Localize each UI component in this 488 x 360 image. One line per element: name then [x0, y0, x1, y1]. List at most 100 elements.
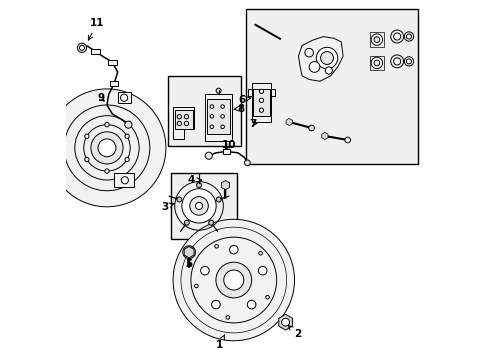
Text: 9: 9 — [97, 93, 104, 103]
Text: 6: 6 — [238, 95, 250, 105]
Circle shape — [304, 48, 313, 57]
Bar — [91, 49, 100, 54]
Circle shape — [229, 246, 238, 254]
Circle shape — [216, 262, 251, 298]
Circle shape — [91, 132, 123, 164]
Circle shape — [200, 266, 209, 275]
Circle shape — [406, 34, 410, 39]
Circle shape — [211, 300, 220, 309]
Text: 8: 8 — [234, 104, 244, 113]
Circle shape — [265, 296, 269, 299]
Circle shape — [177, 197, 182, 202]
Circle shape — [281, 318, 289, 326]
Circle shape — [80, 45, 84, 50]
Circle shape — [259, 98, 263, 103]
Circle shape — [221, 125, 224, 129]
Circle shape — [344, 137, 350, 143]
Circle shape — [225, 316, 229, 319]
Bar — [114, 173, 134, 188]
Text: 3: 3 — [161, 202, 174, 212]
Circle shape — [124, 157, 129, 162]
Bar — [253, 89, 269, 116]
Circle shape — [224, 270, 244, 290]
Bar — [118, 92, 130, 103]
Text: 1: 1 — [215, 335, 224, 350]
Bar — [205, 94, 231, 141]
Bar — [167, 76, 241, 146]
Circle shape — [84, 157, 89, 162]
Circle shape — [194, 284, 198, 288]
Circle shape — [77, 43, 86, 53]
Bar — [108, 60, 116, 64]
Circle shape — [189, 197, 208, 215]
Bar — [369, 32, 383, 47]
Circle shape — [316, 47, 337, 69]
Circle shape — [104, 122, 109, 127]
Text: 11: 11 — [88, 18, 104, 40]
Circle shape — [370, 34, 382, 45]
Circle shape — [104, 169, 109, 173]
Bar — [175, 110, 192, 129]
Circle shape — [244, 160, 250, 166]
Circle shape — [390, 30, 403, 43]
Circle shape — [393, 33, 400, 40]
Circle shape — [221, 114, 224, 118]
Polygon shape — [48, 89, 165, 207]
Circle shape — [258, 266, 266, 275]
Text: 4: 4 — [187, 175, 201, 185]
Circle shape — [177, 121, 181, 126]
Circle shape — [221, 105, 224, 108]
Circle shape — [259, 108, 263, 112]
Circle shape — [406, 59, 410, 64]
Circle shape — [210, 125, 213, 129]
Bar — [110, 81, 118, 86]
Circle shape — [124, 121, 132, 128]
Circle shape — [373, 60, 379, 66]
Circle shape — [124, 134, 129, 138]
Circle shape — [320, 51, 333, 64]
Circle shape — [259, 89, 263, 94]
Circle shape — [208, 220, 213, 225]
Circle shape — [210, 114, 213, 118]
Text: 5: 5 — [185, 259, 192, 269]
Circle shape — [121, 177, 128, 184]
Circle shape — [174, 181, 223, 230]
Bar — [223, 149, 230, 154]
Circle shape — [184, 121, 188, 126]
Circle shape — [205, 152, 212, 159]
Circle shape — [373, 37, 379, 42]
Circle shape — [182, 189, 216, 223]
Circle shape — [404, 32, 413, 41]
Bar — [251, 83, 271, 122]
Text: 7: 7 — [248, 118, 257, 129]
Circle shape — [216, 197, 221, 202]
Bar — [206, 99, 230, 134]
Text: 2: 2 — [288, 325, 301, 339]
Circle shape — [84, 134, 89, 138]
Polygon shape — [173, 107, 194, 139]
Bar — [271, 89, 274, 96]
Circle shape — [308, 125, 314, 131]
Bar — [369, 56, 383, 70]
Circle shape — [210, 105, 213, 108]
Circle shape — [370, 57, 382, 69]
Circle shape — [247, 300, 255, 309]
Circle shape — [196, 183, 201, 188]
Circle shape — [177, 114, 181, 119]
Circle shape — [258, 252, 262, 255]
Bar — [247, 89, 251, 96]
Circle shape — [390, 55, 403, 68]
Circle shape — [184, 114, 188, 119]
Polygon shape — [298, 37, 343, 81]
Bar — [171, 173, 237, 239]
Circle shape — [325, 67, 332, 74]
Circle shape — [404, 57, 413, 66]
Text: 10: 10 — [222, 140, 236, 150]
Circle shape — [214, 244, 218, 248]
Circle shape — [98, 139, 116, 157]
Circle shape — [393, 58, 400, 65]
Circle shape — [184, 220, 189, 225]
Circle shape — [121, 94, 127, 101]
Polygon shape — [173, 219, 294, 341]
Circle shape — [216, 88, 221, 93]
